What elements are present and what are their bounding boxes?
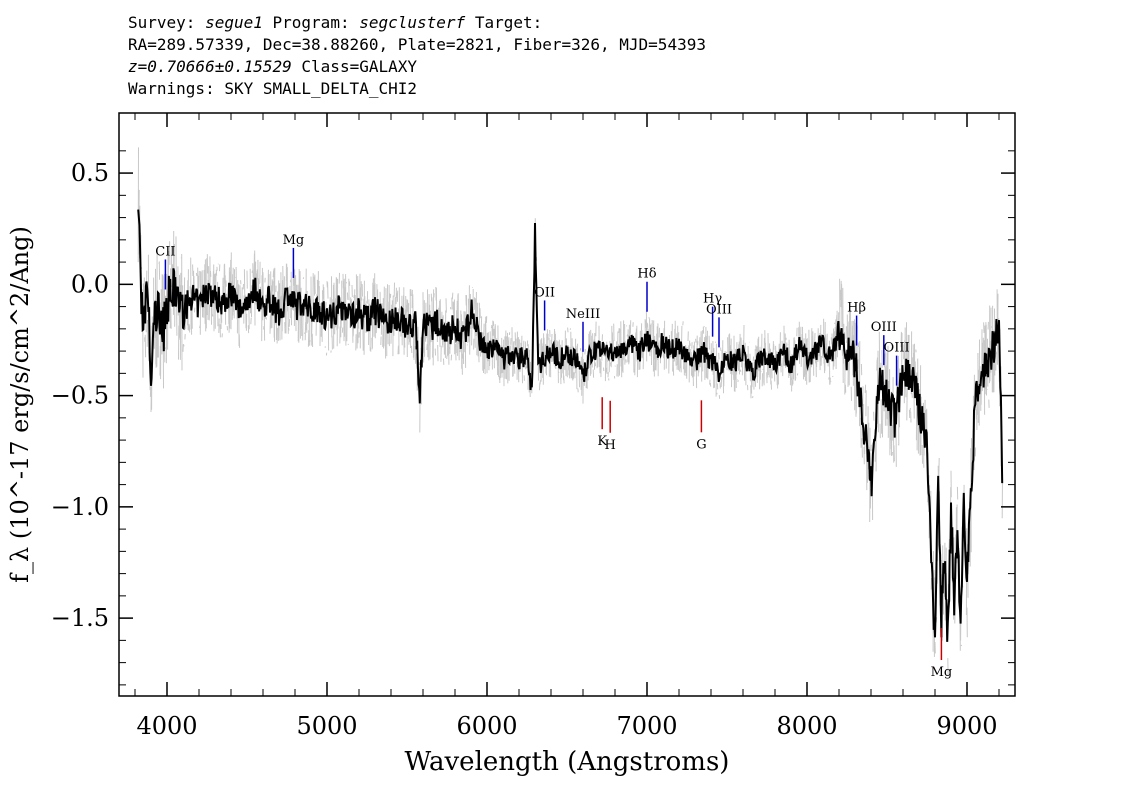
emission-label: Hδ	[637, 267, 656, 282]
program-label: Program:	[272, 13, 350, 32]
line-marker-hδ: Hδ	[637, 267, 657, 312]
survey-label: Survey:	[128, 13, 196, 32]
absorption-label: Mg	[931, 665, 953, 680]
y-tick-label: 0.0	[71, 270, 109, 298]
emission-label: Mg	[283, 233, 305, 248]
emission-label: NeIII	[566, 307, 600, 322]
emission-label: OIII	[706, 302, 732, 317]
y-axis-label: f_λ (10^-17 erg/s/cm^2/Ang)	[6, 226, 34, 583]
absorption-label: K	[597, 434, 607, 449]
y-axis-label-text: f_λ (10^-17 erg/s/cm^2/Ang)	[6, 226, 34, 583]
x-tick-label: 7000	[616, 712, 677, 740]
line-marker-hβ: Hβ	[847, 301, 866, 346]
emission-label: CII	[155, 244, 175, 259]
y-tick-label: −0.5	[51, 382, 109, 410]
x-tick-label: 9000	[936, 712, 997, 740]
line-marker-k: K	[597, 397, 607, 449]
error-band-layer	[137, 147, 1003, 676]
program-value: segclusterf	[359, 13, 466, 32]
survey-value: segue1	[205, 13, 263, 32]
class-value: Class=GALAXY	[301, 57, 417, 76]
plot-frame	[118, 112, 1016, 697]
absorption-label: H	[605, 438, 616, 453]
flux-line-layer	[137, 209, 1004, 642]
line-marker-oiii: OIII	[706, 302, 732, 348]
emission-label: OII	[534, 285, 555, 300]
line-marker-oiii: OIII	[871, 320, 897, 366]
y-tick-label: −1.5	[51, 604, 109, 632]
header-line-1: Survey: segue1 Program: segclusterf Targ…	[128, 12, 706, 34]
absorption-label: G	[696, 437, 706, 452]
line-marker-cii: CII	[155, 244, 176, 290]
line-marker-oii: OII	[534, 285, 555, 331]
emission-label: Hγ	[703, 292, 722, 307]
line-marker-hγ: Hγ	[703, 292, 722, 337]
header-line-3: z=0.70666±0.15529 Class=GALAXY	[128, 56, 706, 78]
target-label: Target:	[474, 13, 543, 32]
x-tick-label: 8000	[776, 712, 837, 740]
emission-label: OIII	[871, 320, 897, 335]
header-line-2: RA=289.57339, Dec=38.88260, Plate=2821, …	[128, 35, 706, 54]
x-tick-label: 6000	[456, 712, 517, 740]
line-marker-neiii: NeIII	[566, 307, 600, 352]
emission-label: Hβ	[847, 301, 866, 316]
y-tick-label: 0.5	[71, 159, 109, 187]
line-marker-mg: Mg	[931, 628, 953, 680]
flux-error-band	[137, 147, 1003, 676]
x-tick-label: 5000	[296, 712, 357, 740]
line-marker-oiii: OIII	[884, 341, 910, 386]
flux-series-line	[137, 209, 1004, 642]
x-tick-label: 4000	[136, 712, 197, 740]
axis-ticks: 4000 5000 6000 7000 8000 9000 0.5 0.0 −0.5 −1.0 −1…	[51, 113, 1015, 740]
line-marker-h: H	[605, 400, 616, 453]
line-marker-mg: Mg	[283, 233, 305, 278]
header-line-4: Warnings: SKY SMALL_DELTA_CHI2	[128, 79, 417, 98]
spectrum-header: Survey: segue1 Program: segclusterf Targ…	[128, 12, 706, 100]
y-tick-label: −1.0	[51, 493, 109, 521]
line-marker-g: G	[696, 400, 707, 452]
x-axis-label: Wavelength (Angstroms)	[405, 747, 730, 777]
redshift-value: z=0.70666±0.15529	[128, 57, 292, 76]
emission-label: OIII	[884, 341, 910, 356]
